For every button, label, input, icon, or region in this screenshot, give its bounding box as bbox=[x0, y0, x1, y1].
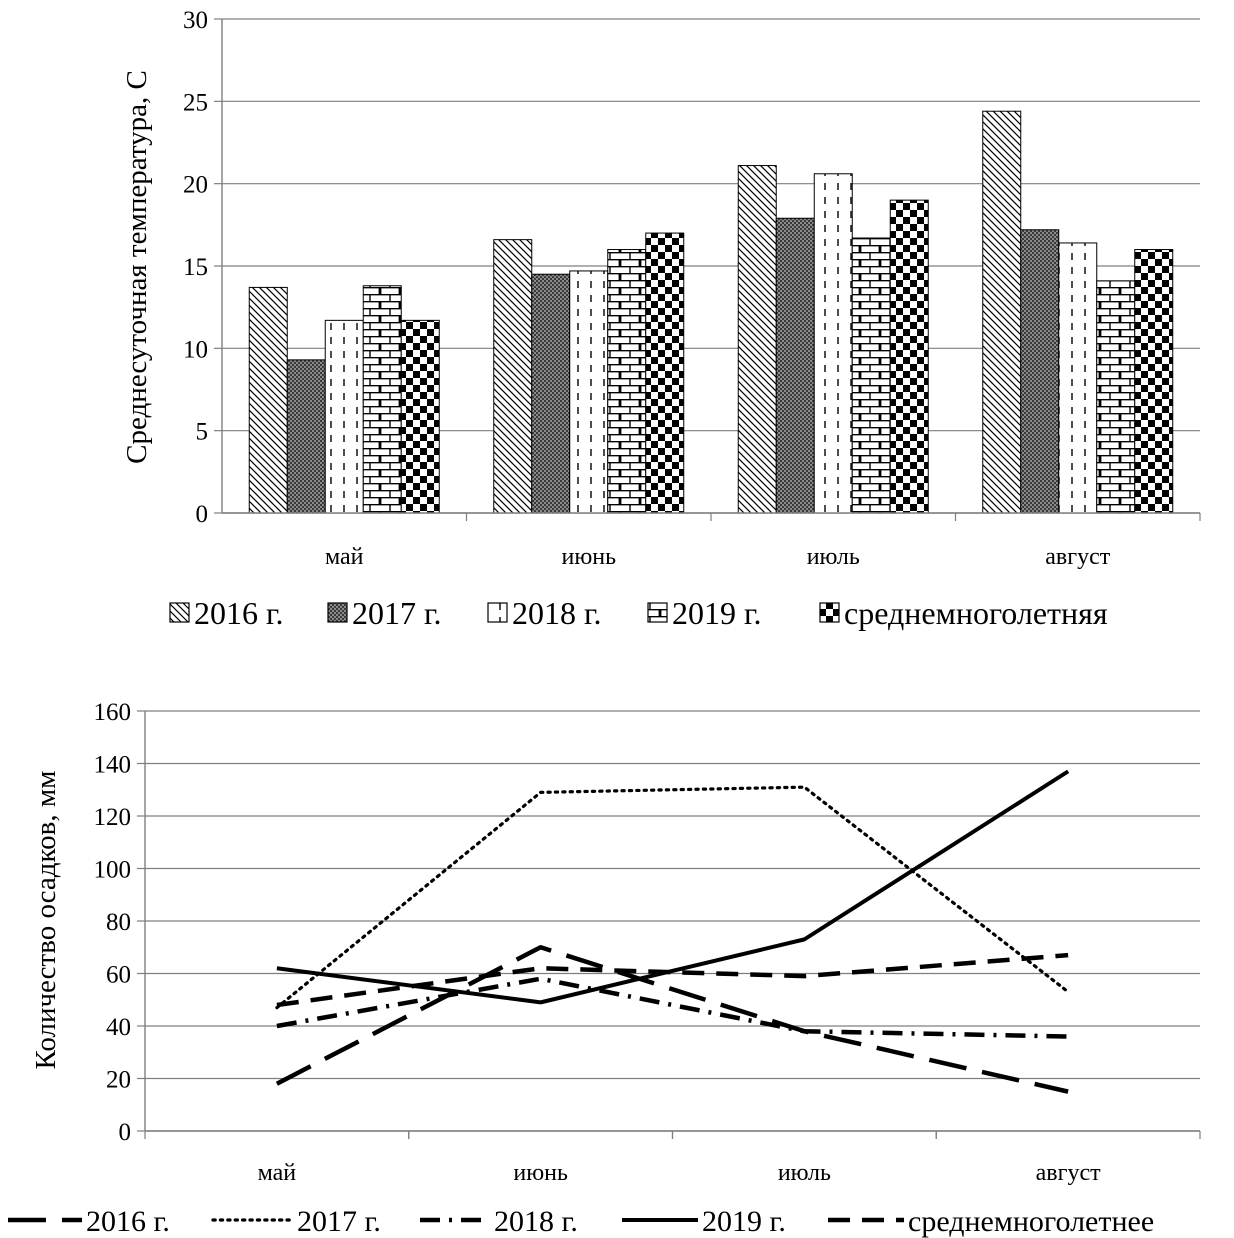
line-legend-label: 2017 г. bbox=[297, 1205, 381, 1238]
line-y-tick-label: 40 bbox=[106, 1014, 131, 1041]
line-y-tick-label: 160 bbox=[94, 699, 132, 726]
line-chart-y-axis-label: Количество осадков, мм bbox=[30, 770, 62, 1069]
line-y-tick-label: 120 bbox=[94, 804, 132, 831]
line-legend-label: среднемноголетнее bbox=[908, 1205, 1154, 1238]
bar-y-tick-label: 10 bbox=[183, 336, 208, 363]
bar-y-tick-label: 25 bbox=[183, 89, 208, 116]
bar-legend-item-2017-г: 2017 г. bbox=[327, 595, 442, 631]
bar-среднемноголетняя-май bbox=[400, 319, 440, 514]
bar-chart-bars bbox=[248, 110, 1174, 514]
bar-legend-item-2018-г: 2018 г. bbox=[487, 595, 602, 631]
line-series-среднемноголетнее bbox=[276, 952, 1069, 1008]
bar-legend-swatch bbox=[487, 602, 508, 623]
bar-2019-г-август bbox=[1096, 280, 1136, 514]
bar-2019-г-май bbox=[362, 285, 402, 514]
line-x-tick-label: июль bbox=[778, 1160, 831, 1186]
line-chart-legend: 2016 г. 2017 г. 2018 г. 2019 г. среднемногол… bbox=[8, 1205, 1154, 1238]
line-legend-label: 2018 г. bbox=[494, 1205, 578, 1238]
bar-legend-item-2019-г: 2019 г. bbox=[647, 595, 762, 631]
bar-y-tick-label: 15 bbox=[183, 254, 208, 281]
temperature-bar-chart: 0 5 10 15 20 25 30 май июнь июль август Среднесут… bbox=[121, 7, 1201, 631]
bar-legend-label: 2017 г. bbox=[352, 595, 442, 631]
bar-2016-г-июль bbox=[737, 165, 777, 514]
bar-2016-г-май bbox=[248, 286, 288, 514]
line-y-tick-label: 80 bbox=[106, 909, 131, 936]
bar-среднемноголетняя-июль bbox=[889, 199, 929, 514]
line-chart-axes bbox=[144, 711, 1201, 1139]
line-series-2016-г bbox=[275, 945, 1069, 1094]
bar-2018-г-июль bbox=[813, 173, 853, 514]
bar-legend-label: 2016 г. bbox=[194, 595, 284, 631]
line-y-tick-label: 60 bbox=[106, 962, 131, 989]
bar-x-tick-label: август bbox=[1045, 544, 1110, 570]
line-series-2019-г bbox=[276, 769, 1070, 1005]
line-chart-x-tick-labels: май июнь июль август bbox=[258, 1160, 1102, 1186]
line-legend-item-2016-г: 2016 г. bbox=[8, 1205, 170, 1238]
bar-chart-axes bbox=[221, 19, 1201, 521]
bar-среднемноголетняя-июнь bbox=[645, 232, 685, 514]
line-y-tick-label: 140 bbox=[94, 752, 132, 779]
bar-legend-label: среднемноголетняя bbox=[844, 595, 1108, 631]
bar-2017-г-май bbox=[286, 359, 326, 514]
bar-2018-г-июнь bbox=[569, 270, 609, 514]
line-y-tick-label: 0 bbox=[119, 1119, 132, 1146]
line-legend-item-2017-г: 2017 г. bbox=[211, 1205, 381, 1238]
line-legend-item-среднемноголетнее: среднемноголетнее bbox=[828, 1205, 1154, 1238]
line-x-tick-label: июнь bbox=[513, 1160, 568, 1186]
line-series-2017-г bbox=[275, 785, 1070, 1010]
line-y-tick-label: 20 bbox=[106, 1067, 131, 1094]
bar-x-tick-label: май bbox=[325, 544, 364, 570]
bar-y-tick-label: 0 bbox=[196, 501, 209, 528]
bar-2019-г-июль bbox=[851, 237, 891, 514]
bar-legend-label: 2018 г. bbox=[512, 595, 602, 631]
line-chart-y-tick-labels: 0 20 40 60 80 100 120 140 160 bbox=[94, 699, 132, 1146]
bar-y-tick-label: 5 bbox=[196, 419, 209, 446]
line-legend-label: 2019 г. bbox=[702, 1205, 786, 1238]
bar-chart-y-axis-label: Среднесуточная температура, С bbox=[121, 70, 153, 464]
bar-legend-label: 2019 г. bbox=[672, 595, 762, 631]
bar-среднемноголетняя-август bbox=[1134, 249, 1174, 514]
line-chart-gridlines bbox=[137, 710, 1200, 1132]
line-legend-item-2018-г: 2018 г. bbox=[420, 1205, 578, 1238]
bar-2017-г-июль bbox=[775, 217, 815, 514]
line-x-tick-label: май bbox=[258, 1160, 297, 1186]
line-legend-label: 2016 г. bbox=[86, 1205, 170, 1238]
bar-chart-x-tick-labels: май июнь июль август bbox=[325, 544, 1111, 570]
bar-2017-г-июнь bbox=[531, 273, 571, 514]
bar-2018-г-август bbox=[1058, 242, 1098, 514]
bar-legend-swatch bbox=[647, 602, 668, 623]
bar-2019-г-июнь bbox=[607, 249, 647, 514]
bar-2016-г-август bbox=[982, 110, 1022, 514]
bar-2018-г-май bbox=[324, 319, 364, 514]
bar-x-tick-label: июль bbox=[807, 544, 860, 570]
line-series-2018-г bbox=[276, 976, 1069, 1039]
line-legend-item-2019-г: 2019 г. bbox=[622, 1205, 786, 1238]
line-chart-series bbox=[275, 769, 1070, 1094]
bar-legend-item-2016-г: 2016 г. bbox=[169, 595, 284, 631]
bar-chart-legend: 2016 г. 2017 г. 2018 г. 2019 г. среднемногол… bbox=[169, 595, 1108, 631]
bar-y-tick-label: 30 bbox=[183, 7, 208, 34]
bar-chart-y-tick-labels: 0 5 10 15 20 25 30 bbox=[183, 7, 208, 528]
line-x-tick-label: август bbox=[1036, 1160, 1101, 1186]
bar-y-tick-label: 20 bbox=[183, 172, 208, 199]
bar-legend-item-среднемноголетняя: среднемноголетняя bbox=[819, 595, 1108, 631]
bar-legend-swatch bbox=[819, 602, 840, 623]
bar-legend-swatch bbox=[169, 602, 190, 623]
bar-2017-г-август bbox=[1020, 229, 1060, 514]
line-y-tick-label: 100 bbox=[94, 857, 132, 884]
bar-legend-swatch bbox=[327, 602, 348, 623]
bar-x-tick-label: июнь bbox=[561, 544, 616, 570]
bar-2016-г-июнь bbox=[493, 239, 533, 514]
